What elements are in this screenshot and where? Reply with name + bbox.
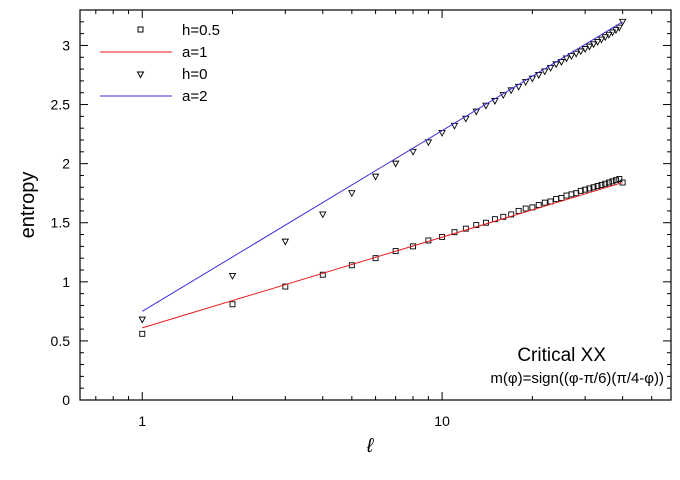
data-point-triangle <box>319 211 327 219</box>
data-point-square <box>612 177 619 184</box>
data-point-triangle <box>601 34 609 42</box>
legend-label-h0: h=0 <box>182 66 207 83</box>
data-point-square <box>590 184 597 191</box>
data-point-triangle <box>567 53 576 61</box>
y-tick-label: 2.5 <box>51 97 71 113</box>
data-point-triangle <box>597 36 606 44</box>
data-point-triangle <box>391 160 400 168</box>
y-tick-label: 3 <box>62 37 70 53</box>
data-point-square <box>594 183 601 190</box>
data-point-triangle <box>472 108 481 116</box>
legend-triangle-marker <box>136 71 145 79</box>
data-point-square <box>508 211 515 218</box>
data-point-triangle <box>138 316 147 324</box>
data-point-triangle <box>576 48 585 56</box>
series-layer <box>138 18 627 337</box>
data-point-square <box>282 283 289 290</box>
annotation-title: Critical XX <box>517 345 606 366</box>
legend-entry-h05: h=0.5 <box>137 22 220 39</box>
y-tick-label: 2 <box>62 156 70 172</box>
data-point-square <box>392 248 399 255</box>
data-point-square <box>598 181 605 188</box>
series-a-1 <box>142 182 623 329</box>
data-point-square <box>500 213 507 220</box>
data-point-triangle <box>585 43 594 51</box>
x-tick-label: 1 <box>138 413 146 429</box>
data-point-square <box>602 180 609 187</box>
data-point-square <box>229 301 236 308</box>
legend: h=0.5 a=1 h=0 a=2 <box>100 22 220 105</box>
y-ticks: 0 0.5 1 1.5 2 2.5 3 <box>51 9 671 408</box>
data-point-triangle <box>612 27 620 35</box>
data-point-triangle <box>615 24 624 32</box>
data-point-triangle <box>589 41 598 49</box>
data-point-square <box>473 222 480 229</box>
legend-label-a1: a=1 <box>182 44 207 61</box>
x-ticks: 1 10 <box>95 10 653 429</box>
data-point-triangle <box>608 29 617 37</box>
data-point-triangle <box>521 79 530 87</box>
data-point-square <box>462 225 469 232</box>
y-tick-label: 0 <box>62 392 70 408</box>
data-point-triangle <box>281 238 290 246</box>
legend-label-h05: h=0.5 <box>182 22 220 39</box>
data-point-triangle <box>605 31 613 39</box>
fit-line <box>141 21 623 312</box>
data-point-square <box>586 185 593 192</box>
data-point-square <box>522 205 529 212</box>
data-point-triangle <box>424 139 433 147</box>
data-point-triangle <box>499 92 508 100</box>
data-point-square <box>577 187 584 194</box>
legend-square-marker <box>137 26 144 33</box>
y-axis-label: entropy <box>17 172 39 239</box>
data-point-square <box>605 179 612 186</box>
data-point-triangle <box>593 38 602 46</box>
annotation-subtitle: m(φ)=sign((φ-π/6)(π/4-φ)) <box>490 370 664 387</box>
data-point-square <box>582 186 589 193</box>
data-point-triangle <box>482 102 490 110</box>
data-point-triangle <box>618 18 627 26</box>
legend-entry-h0: h=0 <box>136 66 207 83</box>
data-point-square <box>139 330 146 337</box>
legend-entry-a1: a=1 <box>100 44 207 61</box>
legend-entry-a2: a=2 <box>100 88 207 105</box>
y-tick-label: 1 <box>62 274 70 290</box>
x-tick-label: 10 <box>434 413 450 429</box>
data-point-square <box>541 199 548 206</box>
data-point-triangle <box>228 272 237 280</box>
legend-label-a2: a=2 <box>182 88 207 105</box>
fit-line <box>142 182 623 329</box>
series-a-2 <box>141 21 623 312</box>
data-point-square <box>515 207 522 214</box>
data-point-triangle <box>348 190 356 198</box>
data-point-triangle <box>572 50 580 58</box>
y-tick-label: 1.5 <box>51 215 71 231</box>
data-point-triangle <box>371 173 380 181</box>
data-point-square <box>609 178 616 185</box>
data-point-square <box>619 179 626 186</box>
data-point-triangle <box>581 46 589 53</box>
y-tick-label: 0.5 <box>51 333 71 349</box>
data-point-square <box>319 271 326 278</box>
data-point-square <box>616 176 623 182</box>
data-point-triangle <box>409 148 417 156</box>
x-axis-label: ℓ <box>366 435 375 457</box>
data-point-triangle <box>507 87 515 95</box>
data-point-triangle <box>557 59 566 66</box>
